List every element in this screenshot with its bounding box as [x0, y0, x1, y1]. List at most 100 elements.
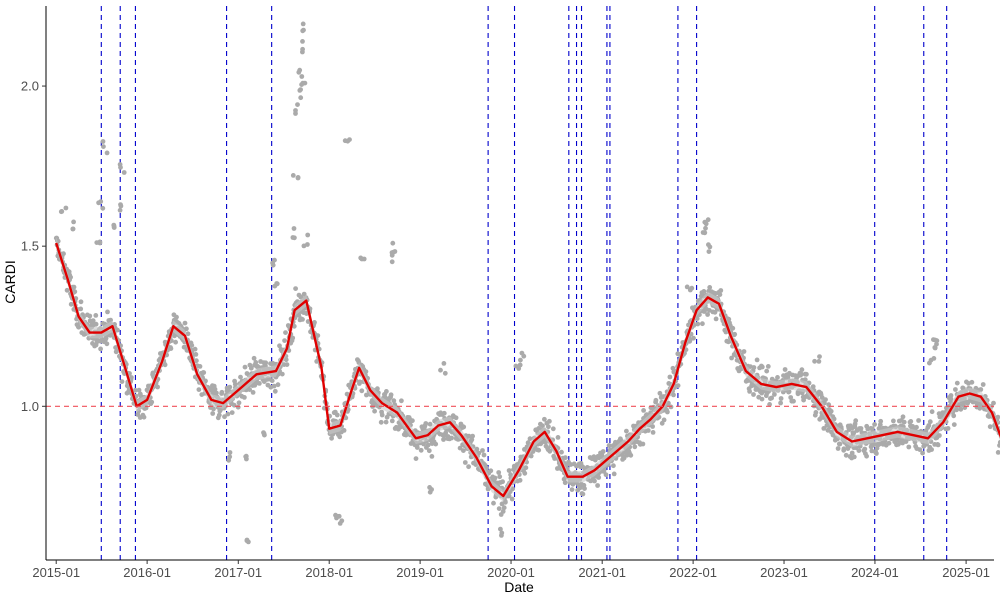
x-ticks: 2015-01 2016-01 2017-01 2018-01 2019-01 2020-… [32, 560, 990, 580]
scatter-point [297, 67, 303, 73]
scatter-point [611, 471, 617, 477]
scatter-point [995, 414, 1000, 420]
scatter-point [823, 397, 828, 402]
scatter-point [886, 440, 892, 446]
x-tick-label: 2021-01 [578, 565, 626, 580]
scatter-point [480, 448, 485, 453]
scatter-point [101, 144, 106, 150]
scatter-point [878, 418, 884, 424]
scatter-point [603, 472, 609, 478]
scatter-point [295, 175, 301, 180]
scatter-point [197, 364, 203, 369]
scatter-point [547, 448, 553, 454]
scatter-point [519, 350, 525, 356]
scatter-point [592, 478, 597, 484]
scatter-point [661, 417, 667, 423]
y-axis-title: CARDI [2, 260, 18, 304]
scatter-point [917, 447, 923, 452]
scatter-point [858, 426, 864, 431]
scatter-point [503, 499, 508, 505]
scatter-point [782, 367, 788, 372]
scatter-point [225, 411, 231, 417]
scatter-point [987, 424, 993, 430]
scatter-point [238, 374, 243, 380]
scatter-point [700, 321, 705, 327]
scatter-point [389, 418, 395, 424]
scatter-point [390, 249, 396, 255]
x-tick-label: 2015-01 [32, 565, 80, 580]
y-ticks: 1.0 1.5 2.0 [21, 79, 46, 414]
scatter-point [263, 360, 269, 366]
scatter-point [671, 392, 676, 398]
scatter-point [980, 382, 986, 387]
scatter-point [219, 389, 225, 395]
scatter-point [775, 375, 780, 380]
scatter-point [93, 313, 99, 318]
scatter-point [414, 445, 420, 450]
scatter-point [997, 439, 1000, 445]
scatter-point [849, 450, 855, 456]
x-tick-label: 2019-01 [396, 565, 444, 580]
scatter-point [427, 421, 433, 427]
scatter-point [227, 384, 233, 390]
scatter-point [345, 138, 351, 144]
scatter-point [948, 396, 954, 402]
scatter-point [104, 150, 110, 156]
scatter-point [851, 454, 857, 460]
scatter-point [363, 369, 369, 374]
scatter-point [751, 392, 756, 397]
scatter-point [275, 382, 281, 388]
scatter-point [640, 441, 646, 447]
scatter-point [269, 378, 275, 384]
scatter-point [948, 393, 954, 398]
scatter-point [837, 441, 843, 447]
scatter-point [298, 95, 304, 101]
scatter-point [592, 457, 598, 463]
scatter-point [729, 355, 734, 361]
scatter-point [821, 426, 827, 431]
scatter-point [118, 203, 124, 209]
scatter-point [168, 346, 174, 351]
scatter-point [291, 226, 297, 231]
scatter-point [621, 455, 627, 461]
scatter-point [788, 395, 794, 400]
scatter-point [953, 387, 958, 392]
scatter-point [496, 470, 502, 475]
scatter-point [864, 453, 869, 459]
x-tick-label: 2025-01 [942, 565, 990, 580]
scatter-point [293, 108, 298, 113]
y-tick-label: 1.5 [21, 239, 39, 254]
scatter-point [718, 288, 724, 293]
scatter-point [497, 474, 503, 480]
scatter-point [226, 457, 232, 463]
scatter-point [247, 387, 253, 392]
scatter-point [100, 205, 106, 211]
scatter-point [174, 314, 179, 320]
scatter-point [601, 468, 607, 473]
scatter-point [500, 509, 506, 514]
scatter-point [851, 430, 857, 436]
scatter-point [536, 447, 542, 453]
scatter-point [441, 410, 447, 416]
scatter-point [297, 88, 303, 93]
scatter-point [227, 450, 233, 455]
scatter-point [786, 389, 792, 394]
scatter-point [466, 464, 471, 470]
scatter-point [295, 102, 300, 107]
scatter-point [283, 357, 289, 363]
scatter-point [300, 21, 306, 27]
scatter-point [798, 371, 804, 377]
scatter-point [523, 465, 529, 471]
scatter-point [910, 424, 916, 429]
scatter-point [706, 249, 712, 255]
scatter-point [214, 390, 219, 396]
scatter-point [389, 259, 395, 265]
scatter-point [778, 400, 783, 406]
scatter-point [399, 398, 404, 404]
scatter-point [528, 453, 534, 459]
scatter-point [242, 395, 247, 400]
scatter-point [300, 28, 306, 34]
scatter-point [196, 387, 202, 392]
scatter-point [141, 414, 147, 420]
scatter-point [552, 456, 557, 461]
